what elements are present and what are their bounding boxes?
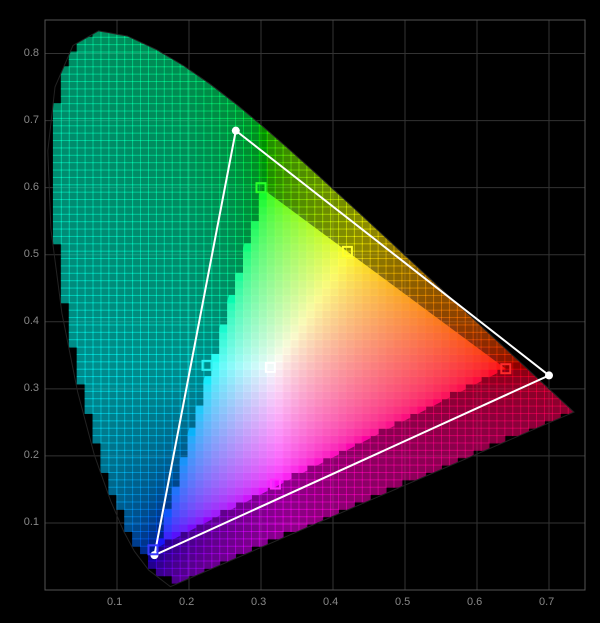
cie-plot xyxy=(0,0,600,623)
y-tick-label: 0.4 xyxy=(24,315,39,327)
x-tick-label: 0.1 xyxy=(107,596,122,608)
y-tick-label: 0.7 xyxy=(24,114,39,126)
x-tick-label: 0.5 xyxy=(395,596,410,608)
gamut-vertex xyxy=(545,371,553,379)
chart-container: CIE 1931 2° xy 0.10.20.30.40.50.60.70.10… xyxy=(0,0,600,623)
y-tick-label: 0.3 xyxy=(24,382,39,394)
x-tick-label: 0.3 xyxy=(251,596,266,608)
x-tick-label: 0.7 xyxy=(539,596,554,608)
y-tick-label: 0.5 xyxy=(24,248,39,260)
y-tick-label: 0.8 xyxy=(24,47,39,59)
y-tick-label: 0.2 xyxy=(24,449,39,461)
x-tick-label: 0.2 xyxy=(179,596,194,608)
y-tick-label: 0.6 xyxy=(24,181,39,193)
x-tick-label: 0.6 xyxy=(467,596,482,608)
x-tick-label: 0.4 xyxy=(323,596,338,608)
gamut-vertex xyxy=(232,127,240,135)
y-tick-label: 0.1 xyxy=(24,516,39,528)
